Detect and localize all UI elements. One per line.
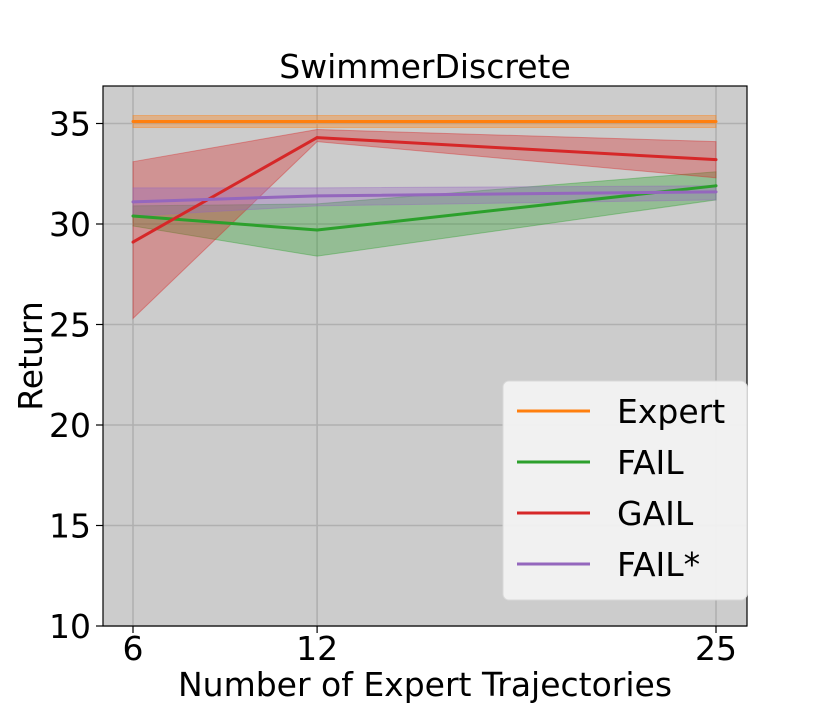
point-fail-25: [714, 190, 718, 194]
point-fail-12: [315, 228, 319, 232]
legend-label-gail: GAIL: [617, 494, 694, 533]
legend-label-expert: Expert: [617, 392, 725, 431]
y-tick-label-10: 10: [49, 607, 91, 646]
point-fail-6: [131, 214, 135, 218]
point-expert-12: [315, 119, 319, 123]
series-lines: [131, 119, 718, 244]
point-fail-12: [315, 194, 319, 198]
legend-label-fail: FAIL*: [617, 545, 700, 584]
y-tick-label-35: 35: [49, 105, 91, 144]
y-axis-label: Return: [11, 301, 50, 411]
point-expert-25: [714, 119, 718, 123]
y-tick-label-30: 30: [49, 205, 91, 244]
y-tick-label-15: 15: [49, 507, 91, 546]
x-tick-label-6: 6: [123, 629, 144, 668]
plot-frame: [102, 85, 748, 627]
legend: Expert FAIL GAIL FAIL*: [502, 380, 748, 601]
point-fail-25: [714, 184, 718, 188]
y-tick-label-25: 25: [49, 306, 91, 345]
point-expert-6: [131, 119, 135, 123]
x-axis-label: Number of Expert Trajectories: [178, 665, 672, 703]
point-gail-25: [714, 158, 718, 162]
x-tick-label-25: 25: [695, 629, 737, 668]
x-tick-label-12: 12: [296, 629, 338, 668]
band-gail: [132, 129, 717, 320]
chart-title: SwimmerDiscrete: [279, 47, 571, 86]
x-ticks: 6 12 25: [123, 626, 737, 668]
point-fail-6: [131, 200, 135, 204]
y-tick-label-20: 20: [49, 406, 91, 445]
legend-box: [502, 380, 748, 601]
point-gail-6: [131, 240, 135, 244]
y-ticks: 10 15 20 25 30 35: [49, 105, 103, 646]
point-gail-12: [315, 136, 319, 140]
legend-label-fail: FAIL: [617, 443, 684, 482]
